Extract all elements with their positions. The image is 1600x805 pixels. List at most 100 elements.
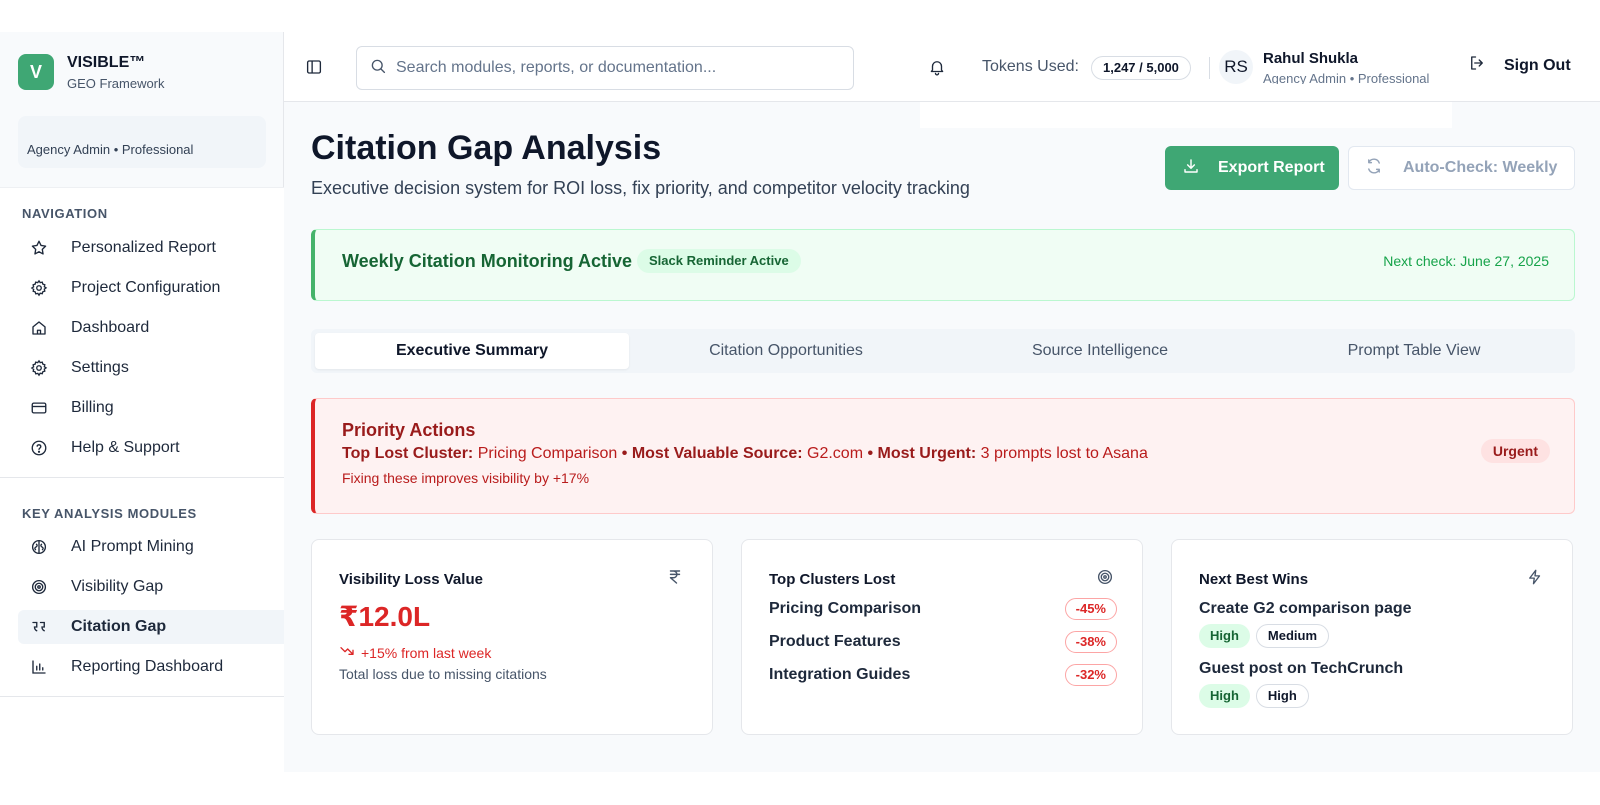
win-title: Guest post on TechCrunch — [1199, 660, 1404, 677]
gear-icon — [30, 279, 48, 297]
refresh-icon — [1365, 157, 1403, 180]
divider — [0, 187, 284, 188]
monitoring-title: Weekly Citation Monitoring Active — [342, 251, 633, 271]
sidebar-item-label: Project Configuration — [71, 279, 221, 296]
export-report-button[interactable]: Export Report — [1165, 146, 1339, 190]
divider — [0, 696, 284, 697]
brand-logo: V — [18, 54, 54, 90]
trend-down-icon — [339, 643, 361, 662]
next-best-wins-card: Next Best Wins Create G2 comparison page… — [1171, 539, 1573, 735]
list-item: Product Features -38% — [769, 630, 1117, 654]
sidebar-item-label: Billing — [71, 399, 114, 416]
sidebar-item-personalized-report[interactable]: Personalized Report — [18, 231, 284, 265]
modules-section-title: KEY ANALYSIS MODULES — [22, 506, 197, 521]
search-box[interactable] — [356, 46, 854, 90]
separator: • — [867, 445, 874, 462]
urgent-label: Most Urgent: — [877, 445, 977, 462]
priority-summary: Top Lost Cluster: Pricing Comparison • M… — [342, 445, 1148, 463]
sidebar-item-label: Citation Gap — [71, 618, 167, 635]
loss-trend-text: +15% from last week — [361, 644, 492, 661]
brand[interactable]: V VISIBLE™ GEO Framework — [0, 32, 283, 112]
auto-check-label: Auto-Check: Weekly — [1403, 159, 1558, 176]
tabs: Executive Summary Citation Opportunities… — [311, 329, 1575, 373]
help-circle-icon — [30, 439, 48, 457]
win-tags: High High — [1199, 684, 1315, 708]
download-icon — [1182, 157, 1218, 180]
sidebar-item-label: Personalized Report — [71, 239, 216, 256]
source-value: G2.com — [807, 445, 864, 462]
tab-source-intelligence[interactable]: Source Intelligence — [1031, 342, 1169, 359]
tab-citation-opportunities[interactable]: Citation Opportunities — [709, 342, 863, 359]
list-item: Pricing Comparison -45% — [769, 597, 1117, 621]
star-icon — [30, 239, 48, 257]
sidebar-item-label: Reporting Dashboard — [71, 658, 224, 675]
role-box: Agency Admin • Professional — [18, 116, 266, 168]
sidebar-item-settings[interactable]: Settings — [18, 351, 284, 385]
main-content: Tokens Used: 1,247 / 5,000 RS Rahul Shuk… — [284, 32, 1600, 772]
auto-check-button[interactable]: Auto-Check: Weekly — [1348, 146, 1575, 190]
cluster-value: Pricing Comparison — [477, 445, 618, 462]
urgent-value: 3 prompts lost to Asana — [980, 445, 1148, 462]
sidebar-item-label: Settings — [71, 359, 129, 376]
next-check: Next check: June 27, 2025 — [1383, 253, 1549, 269]
sidebar-item-label: AI Prompt Mining — [71, 538, 194, 555]
sidebar-item-label: Dashboard — [71, 319, 150, 336]
user-name: Rahul Shukla — [1263, 50, 1359, 67]
sidebar-item-help-support[interactable]: Help & Support — [18, 431, 284, 465]
tab-executive-summary[interactable]: Executive Summary — [315, 333, 629, 369]
cluster-label: Top Lost Cluster: — [342, 445, 474, 462]
export-report-label: Export Report — [1218, 159, 1325, 176]
user-role-text: Agency Admin • Professional — [1263, 71, 1430, 84]
target-icon — [30, 578, 48, 596]
sidebar-item-billing[interactable]: Billing — [18, 391, 284, 425]
search-input[interactable] — [396, 59, 836, 77]
logout-icon — [1468, 54, 1504, 77]
bar-chart-icon — [30, 658, 48, 676]
avatar[interactable]: RS — [1219, 50, 1253, 84]
home-icon — [30, 319, 48, 337]
cluster-pct-badge: -45% — [1064, 598, 1117, 620]
rupee-icon — [666, 568, 684, 586]
sidebar-item-reporting-dashboard[interactable]: Reporting Dashboard — [18, 650, 284, 684]
sidebar-item-ai-prompt-mining[interactable]: AI Prompt Mining — [18, 530, 284, 564]
slack-reminder-badge: Slack Reminder Active — [637, 249, 801, 273]
sidebar-item-label: Help & Support — [71, 439, 180, 456]
sidebar-item-dashboard[interactable]: Dashboard — [18, 311, 284, 345]
topbar-overlay — [920, 102, 1452, 128]
sidebar-item-label: Visibility Gap — [71, 578, 164, 595]
cluster-name: Integration Guides — [769, 666, 911, 683]
loss-trend: +15% from last week — [339, 643, 491, 662]
brand-name: VISIBLE™ — [67, 53, 146, 71]
target-icon — [1096, 568, 1114, 586]
tokens-badge: 1,247 / 5,000 — [1091, 56, 1191, 80]
visibility-loss-card: Visibility Loss Value ₹12.0L +15% from l… — [311, 539, 713, 735]
tab-prompt-table-view[interactable]: Prompt Table View — [1347, 342, 1481, 359]
quote-icon — [30, 618, 48, 636]
sidebar-item-visibility-gap[interactable]: Visibility Gap — [18, 570, 284, 604]
sign-out-button[interactable]: Sign Out — [1468, 54, 1571, 77]
monitoring-banner: Weekly Citation Monitoring Active Slack … — [311, 229, 1575, 301]
user-role: Agency Admin • Professional — [1263, 70, 1448, 84]
separator: • — [621, 445, 628, 462]
loss-value: ₹12.0L — [339, 601, 431, 632]
page-subtitle: Executive decision system for ROI loss, … — [311, 178, 970, 198]
sidebar-item-citation-gap[interactable]: Citation Gap — [18, 610, 284, 644]
sidebar-nav-area — [0, 188, 284, 772]
search-icon — [369, 57, 387, 80]
topbar: Tokens Used: 1,247 / 5,000 RS Rahul Shuk… — [284, 32, 1600, 102]
sidebar-toggle-icon[interactable] — [305, 58, 323, 76]
bell-icon[interactable] — [928, 58, 946, 76]
card-title: Next Best Wins — [1199, 571, 1309, 588]
urgent-badge: Urgent — [1480, 439, 1550, 463]
credit-card-icon — [30, 399, 48, 417]
lightning-icon — [1526, 568, 1544, 586]
effort-badge: High — [1255, 684, 1309, 708]
cluster-name: Pricing Comparison — [769, 600, 922, 617]
cluster-name: Product Features — [769, 633, 901, 650]
brand-subtitle: GEO Framework — [67, 75, 165, 91]
gear-icon — [30, 359, 48, 377]
sign-out-label: Sign Out — [1504, 56, 1571, 74]
priority-note: Fixing these improves visibility by +17% — [342, 470, 590, 486]
list-item: Integration Guides -32% — [769, 663, 1117, 687]
sidebar-item-project-configuration[interactable]: Project Configuration — [18, 271, 284, 305]
